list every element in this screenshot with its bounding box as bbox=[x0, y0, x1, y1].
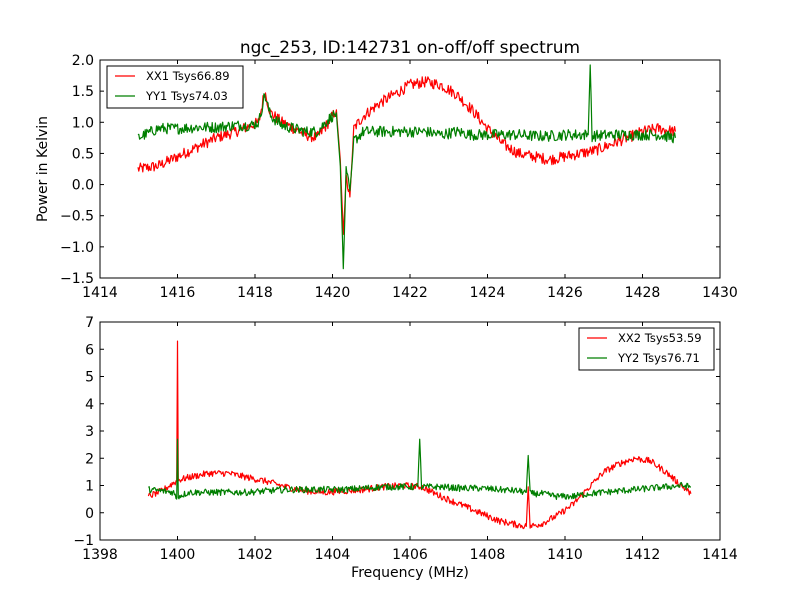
x-tick-label: 1400 bbox=[160, 547, 196, 563]
series-line-xx1 bbox=[137, 76, 676, 235]
chart-title: ngc_253, ID:142731 on-off/off spectrum bbox=[240, 38, 580, 58]
y-tick-label: 3 bbox=[85, 424, 94, 440]
top-y-axis-label: Power in Kelvin bbox=[35, 116, 51, 222]
bottom-plot-lines bbox=[147, 340, 692, 530]
bottom-subplot: 1398 1400 1402 1404 1406 1408 1410 1412 1414 −1 0 1… bbox=[73, 315, 738, 581]
top-plot-lines bbox=[137, 64, 676, 270]
x-tick-label: 1414 bbox=[702, 547, 738, 563]
x-tick-label: 1426 bbox=[547, 285, 583, 301]
y-tick-label: −0.5 bbox=[60, 209, 94, 225]
x-tick-label: 1404 bbox=[315, 547, 351, 563]
legend-label-yy1: YY1 Tsys74.03 bbox=[145, 89, 228, 103]
y-tick-label: −1.5 bbox=[60, 271, 94, 287]
y-tick-label: 6 bbox=[85, 342, 94, 358]
legend-label-xx1: XX1 Tsys66.89 bbox=[146, 69, 230, 83]
bottom-legend: XX2 Tsys53.59 YY2 Tsys76.71 bbox=[578, 327, 715, 371]
x-tick-label: 1422 bbox=[392, 285, 428, 301]
y-tick-label: 0 bbox=[85, 506, 94, 522]
y-tick-label: 2 bbox=[85, 451, 94, 467]
x-tick-label: 1398 bbox=[82, 547, 118, 563]
y-tick-label: 5 bbox=[85, 370, 94, 386]
bottom-axis-ticks: 1398 1400 1402 1404 1406 1408 1410 1412 1414 −1 0 1… bbox=[73, 315, 738, 563]
y-tick-label: 4 bbox=[85, 397, 94, 413]
top-legend: XX1 Tsys66.89 YY1 Tsys74.03 bbox=[106, 65, 244, 109]
x-tick-label: 1430 bbox=[702, 285, 738, 301]
y-tick-label: 2.0 bbox=[72, 53, 94, 69]
x-tick-label: 1428 bbox=[625, 285, 661, 301]
x-tick-label: 1408 bbox=[470, 547, 506, 563]
y-tick-label: 1.5 bbox=[72, 84, 94, 100]
x-tick-label: 1406 bbox=[392, 547, 428, 563]
series-line-yy1 bbox=[137, 64, 676, 270]
x-tick-label: 1420 bbox=[315, 285, 351, 301]
bottom-legend-box bbox=[578, 327, 715, 371]
x-tick-label: 1414 bbox=[82, 285, 118, 301]
y-tick-label: 1.0 bbox=[72, 115, 94, 131]
top-axis-ticks: 1414 1416 1418 1420 1422 1424 1426 1428 1430 −1.5… bbox=[60, 53, 738, 301]
top-subplot: ngc_253, ID:142731 on-off/off spectrum 1… bbox=[35, 38, 738, 301]
y-tick-label: −1 bbox=[73, 533, 94, 549]
y-tick-label: 0.0 bbox=[72, 178, 94, 194]
series-line-yy2 bbox=[148, 438, 691, 500]
x-axis-label: Frequency (MHz) bbox=[351, 565, 469, 581]
x-tick-label: 1418 bbox=[237, 285, 273, 301]
x-tick-label: 1416 bbox=[160, 285, 196, 301]
y-tick-label: 7 bbox=[85, 315, 94, 331]
y-tick-label: 1 bbox=[85, 479, 94, 495]
x-tick-label: 1424 bbox=[470, 285, 506, 301]
x-tick-label: 1412 bbox=[625, 547, 661, 563]
x-tick-label: 1410 bbox=[547, 547, 583, 563]
y-tick-label: −1.0 bbox=[60, 240, 94, 256]
x-tick-label: 1402 bbox=[237, 547, 273, 563]
y-tick-label: 0.5 bbox=[72, 146, 94, 162]
legend-label-yy2: YY2 Tsys76.71 bbox=[617, 351, 700, 365]
top-legend-box bbox=[106, 65, 244, 109]
legend-label-xx2: XX2 Tsys53.59 bbox=[618, 331, 702, 345]
